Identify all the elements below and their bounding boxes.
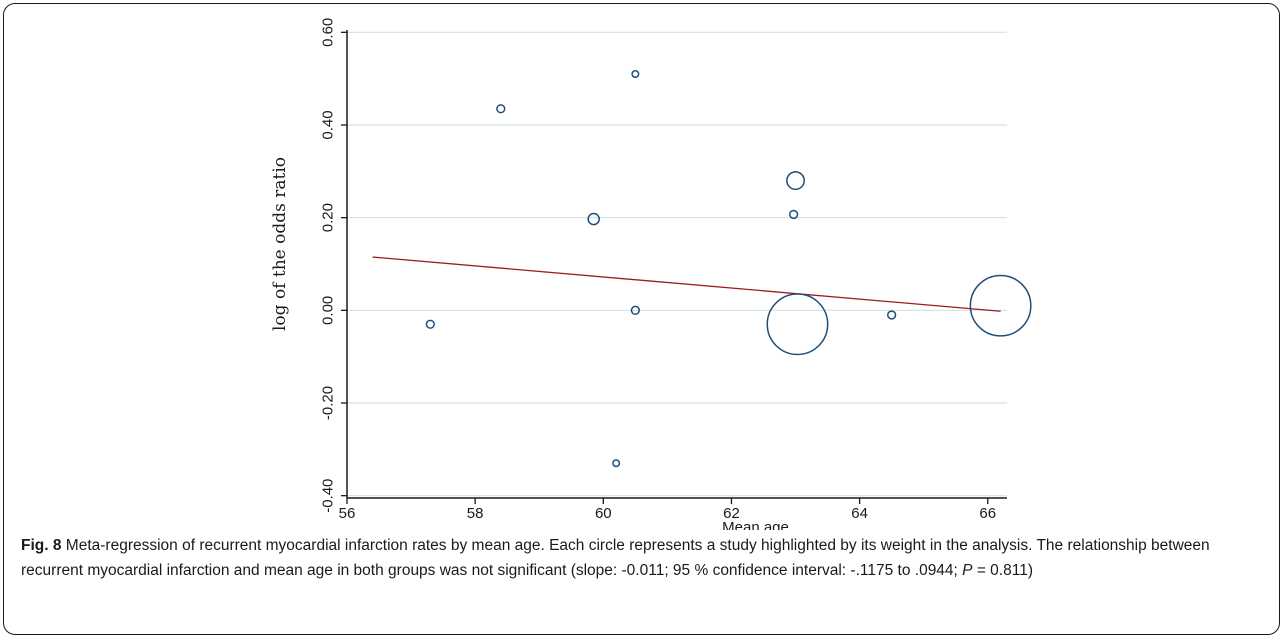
caption-text: Meta-regression of recurrent myocardial … (21, 537, 1210, 579)
x-tick-label: 66 (979, 505, 996, 522)
y-tick-label: -0.20 (320, 386, 337, 420)
x-tick-label: 60 (595, 505, 612, 522)
x-axis-title: Mean age (722, 519, 789, 530)
axes: -0.40 -0.20 0.00 0.20 0.40 0.60 56 58 60 62 64 66 (320, 18, 1007, 522)
data-point (887, 310, 897, 320)
data-point (969, 274, 1032, 337)
data-points (425, 70, 1032, 468)
scatter-chart: -0.40 -0.20 0.00 0.20 0.40 0.60 56 58 60 62 64 66 M… (270, 18, 1032, 530)
figure-label: Fig. 8 (21, 537, 62, 554)
x-tick-label: 62 (723, 505, 740, 522)
data-point (496, 104, 506, 114)
caption-p-value: = 0.811) (972, 562, 1033, 579)
data-point (786, 171, 806, 191)
grid-lines (347, 31, 1007, 497)
figure-caption: Fig. 8 Meta-regression of recurrent myoc… (21, 533, 1266, 583)
y-tick-label: 0.00 (320, 296, 337, 325)
y-tick-label: 0.40 (320, 110, 337, 139)
x-tick-label: 56 (339, 505, 356, 522)
data-point (612, 459, 621, 468)
data-point (788, 209, 799, 220)
x-tick-label: 64 (851, 505, 868, 522)
caption-p-symbol: P (962, 562, 973, 579)
y-axis-title: log of the odds ratio (270, 157, 290, 331)
data-point (587, 212, 600, 226)
data-point (425, 319, 435, 329)
y-tick-label: 0.20 (320, 203, 337, 232)
data-point (766, 293, 829, 356)
figure-frame (3, 3, 1280, 635)
x-tick-label: 58 (467, 505, 484, 522)
y-tick-label: -0.40 (320, 479, 337, 513)
regression-line-group (372, 256, 1001, 312)
data-point (631, 70, 640, 79)
data-point (630, 305, 640, 315)
regression-line (372, 256, 1001, 312)
y-tick-label: 0.60 (320, 18, 337, 47)
